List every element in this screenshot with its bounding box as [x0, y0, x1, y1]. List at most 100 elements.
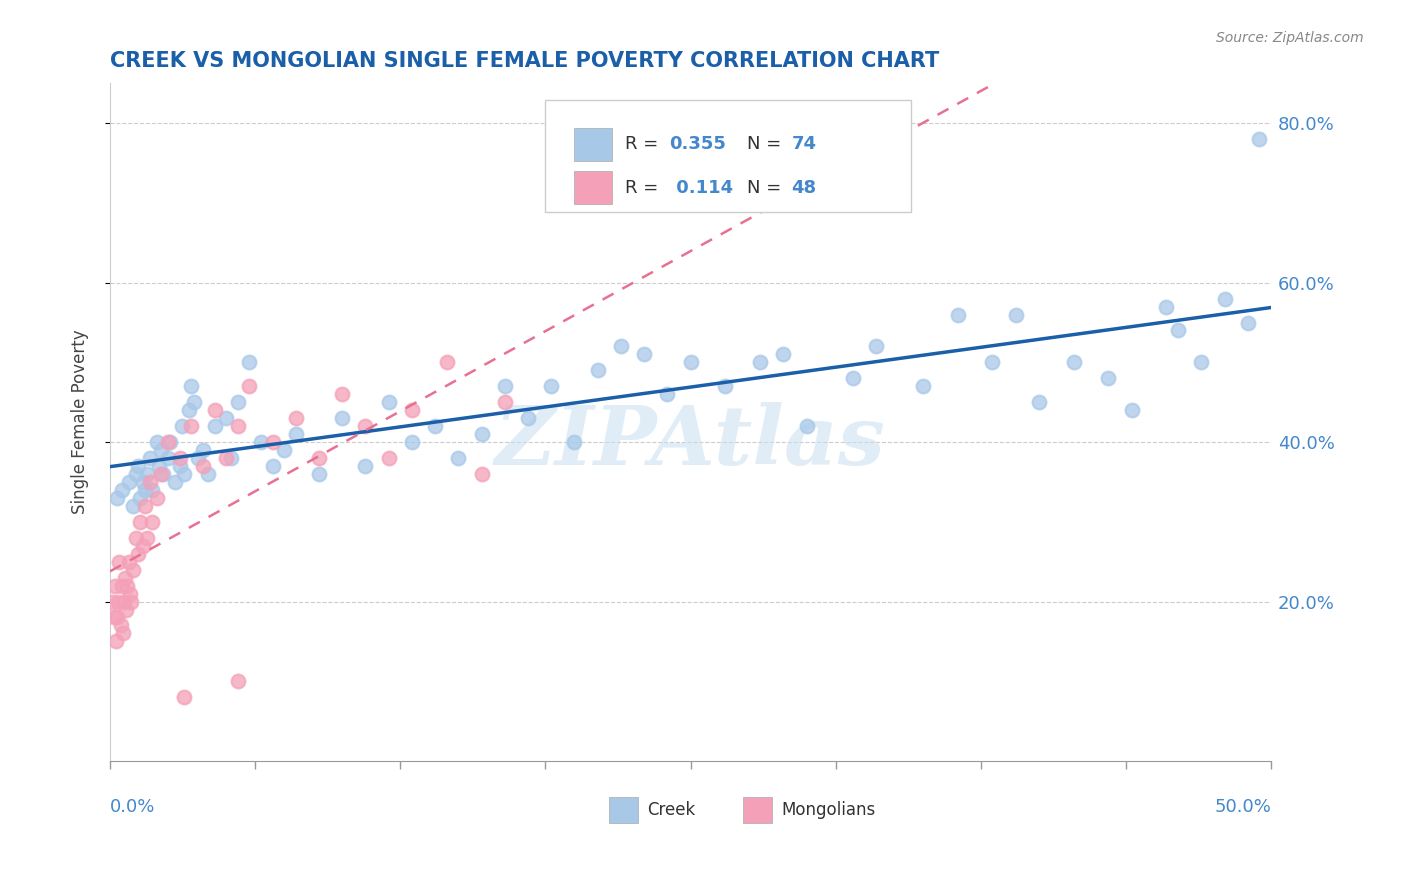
Point: [145, 491, 167, 505]
Text: Mongolians: Mongolians: [782, 801, 876, 819]
Point: [1063, 355, 1085, 369]
Point: [110, 618, 132, 632]
Point: [148, 458, 170, 473]
Point: [122, 563, 145, 577]
Point: [238, 379, 260, 393]
Text: 0.355: 0.355: [669, 136, 727, 153]
Point: [610, 339, 633, 353]
Point: [204, 419, 226, 434]
Point: [401, 435, 423, 450]
Point: [114, 571, 136, 585]
Point: [262, 435, 284, 450]
Point: [1189, 355, 1212, 369]
Point: [1236, 316, 1258, 330]
Point: [136, 531, 159, 545]
Point: [129, 515, 152, 529]
Point: [494, 395, 516, 409]
Point: [470, 467, 492, 481]
Point: [180, 419, 202, 434]
Bar: [609, 797, 638, 822]
Point: [141, 483, 163, 497]
Text: N =: N =: [748, 178, 787, 196]
Point: [111, 626, 134, 640]
Point: [1156, 300, 1178, 314]
Point: [108, 555, 131, 569]
Point: [104, 578, 127, 592]
Point: [105, 610, 128, 624]
Bar: [575, 128, 612, 161]
Point: [191, 443, 214, 458]
Point: [226, 419, 249, 434]
Text: R =: R =: [626, 136, 665, 153]
Point: [284, 411, 307, 425]
Point: [423, 419, 446, 434]
Point: [173, 467, 195, 481]
Text: 0.114: 0.114: [669, 178, 733, 196]
Point: [141, 515, 163, 529]
Point: [1028, 395, 1050, 409]
Point: [679, 355, 702, 369]
Point: [191, 458, 214, 473]
Text: R =: R =: [626, 178, 665, 196]
Point: [250, 435, 273, 450]
Point: [981, 355, 1004, 369]
Point: [138, 450, 160, 465]
Point: [159, 435, 181, 450]
Point: [308, 450, 330, 465]
Point: [494, 379, 516, 393]
Point: [107, 594, 129, 608]
Point: [401, 403, 423, 417]
Point: [124, 467, 146, 481]
Point: [111, 483, 134, 497]
Text: ZIPAtlas: ZIPAtlas: [495, 402, 886, 483]
Point: [354, 419, 377, 434]
Point: [180, 379, 202, 393]
Point: [129, 491, 152, 505]
Point: [117, 578, 139, 592]
Point: [284, 427, 307, 442]
Text: N =: N =: [748, 136, 787, 153]
Point: [120, 594, 142, 608]
Y-axis label: Single Female Poverty: Single Female Poverty: [72, 330, 89, 515]
Point: [1167, 323, 1189, 337]
Point: [749, 355, 772, 369]
Point: [714, 379, 737, 393]
Point: [157, 435, 180, 450]
Text: 48: 48: [792, 178, 817, 196]
Point: [796, 419, 818, 434]
Point: [150, 443, 173, 458]
Text: Source: ZipAtlas.com: Source: ZipAtlas.com: [1216, 31, 1364, 45]
Point: [187, 450, 209, 465]
Point: [165, 475, 187, 489]
Point: [122, 499, 145, 513]
Point: [1213, 292, 1236, 306]
Point: [517, 411, 540, 425]
Point: [564, 435, 586, 450]
Point: [377, 450, 399, 465]
Point: [138, 475, 160, 489]
Point: [197, 467, 219, 481]
Point: [112, 594, 135, 608]
Point: [226, 674, 249, 689]
Point: [136, 467, 159, 481]
Point: [273, 443, 295, 458]
Point: [633, 347, 655, 361]
Point: [177, 403, 200, 417]
Point: [170, 419, 193, 434]
Point: [377, 395, 399, 409]
Point: [134, 499, 156, 513]
Point: [118, 586, 141, 600]
Point: [152, 467, 174, 481]
Point: [1097, 371, 1119, 385]
Point: [215, 411, 238, 425]
Point: [842, 371, 865, 385]
Point: [134, 483, 156, 497]
Text: 74: 74: [792, 136, 817, 153]
Point: [204, 403, 226, 417]
Point: [127, 547, 149, 561]
Point: [1249, 132, 1271, 146]
Point: [436, 355, 458, 369]
Point: [103, 610, 125, 624]
Point: [657, 387, 679, 401]
Point: [238, 355, 260, 369]
